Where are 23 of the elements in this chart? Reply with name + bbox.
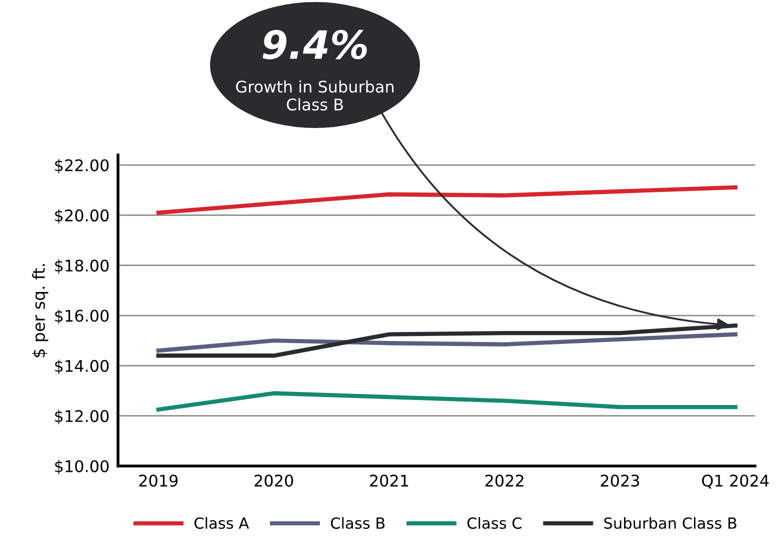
y-axis-title: $ per sq. ft. xyxy=(32,264,48,358)
text: Growth in Suburban Class B xyxy=(236,80,394,111)
legend-label: Class C xyxy=(467,517,522,529)
legend-label: Suburban Class B xyxy=(604,517,736,529)
text: 9.4% xyxy=(262,30,367,60)
line-series xyxy=(156,185,738,215)
y-tick-label: $16.00 xyxy=(55,309,109,324)
x-tick-label: 2023 xyxy=(600,474,640,487)
x-tick-label: Q1 2024 xyxy=(702,474,769,489)
x-tick-label: 2022 xyxy=(485,474,524,487)
x-tick-label: 2019 xyxy=(139,474,178,487)
x-tick-label: 2021 xyxy=(370,474,408,487)
legend-label: Class B xyxy=(330,517,385,529)
line-series xyxy=(156,332,738,353)
y-tick-label: $22.00 xyxy=(55,158,109,174)
y-tick-label: $20.00 xyxy=(55,209,109,224)
line-series xyxy=(156,391,738,412)
y-tick-label: $12.00 xyxy=(55,410,109,424)
y-tick-label: $18.00 xyxy=(55,259,109,274)
y-tick-label: $14.00 xyxy=(55,360,109,374)
y-tick-label: $10.00 xyxy=(55,460,109,474)
legend-label: Class A xyxy=(194,517,249,529)
x-tick-label: 2020 xyxy=(254,474,294,487)
